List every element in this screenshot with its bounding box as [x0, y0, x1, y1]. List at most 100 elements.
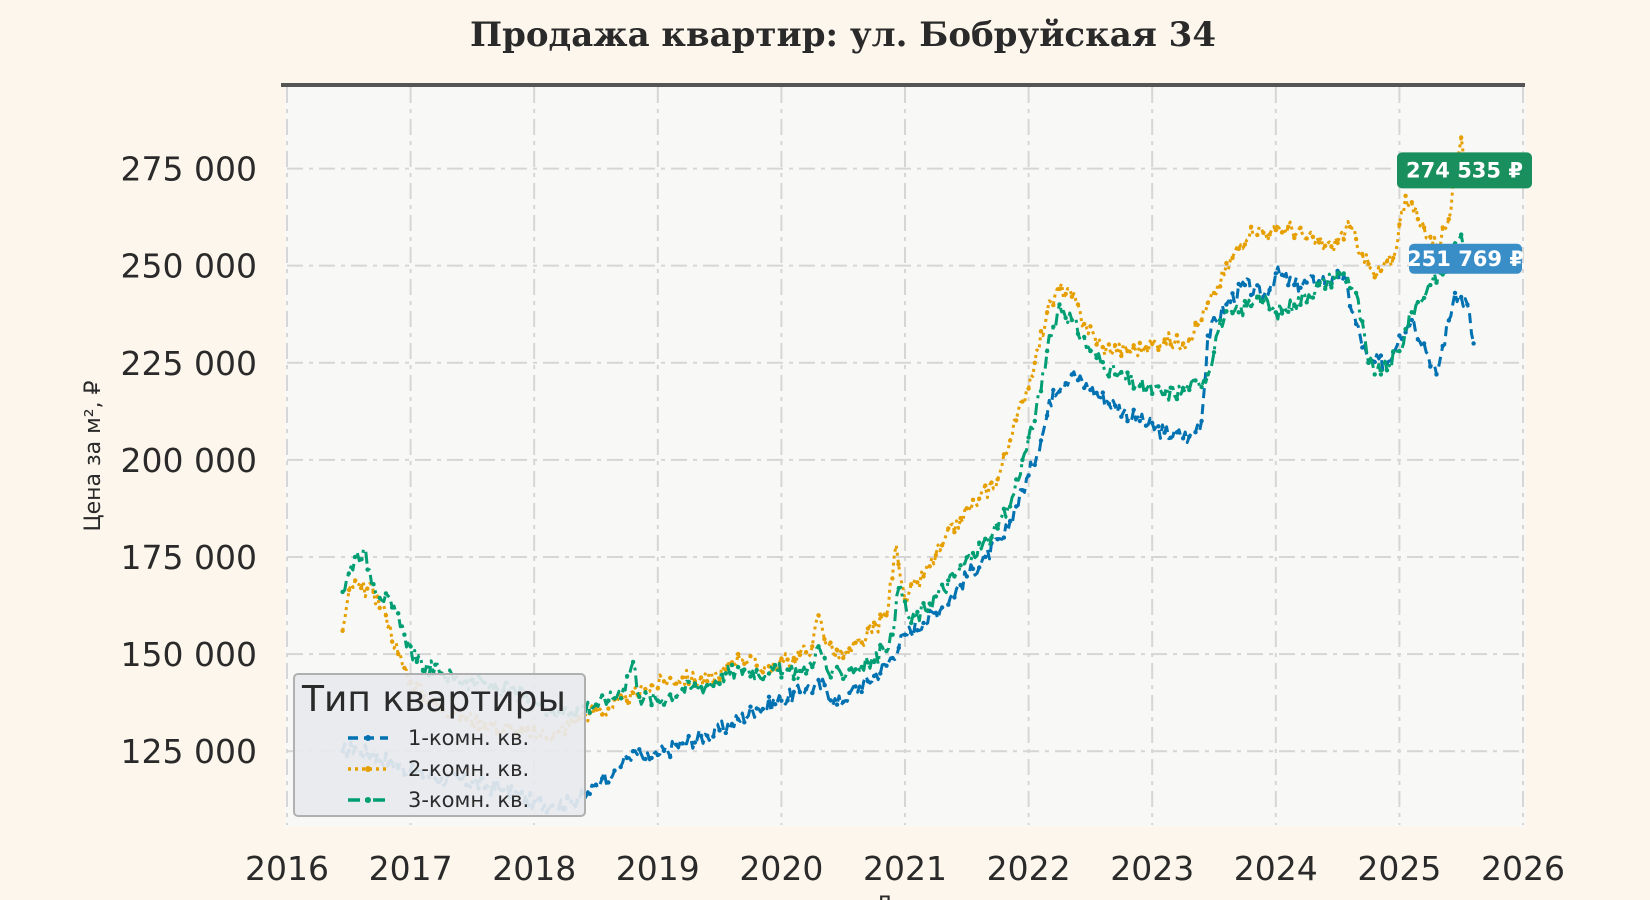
series-point-2 [1211, 290, 1217, 296]
series-point-1 [1298, 285, 1303, 290]
series-point-3 [1224, 309, 1229, 314]
series-point-2 [1082, 321, 1087, 327]
series-point-2 [828, 640, 833, 645]
series-point-1 [1224, 302, 1229, 307]
series-point-2 [878, 612, 883, 617]
series-point-2 [1292, 235, 1297, 241]
series-point-1 [933, 610, 939, 615]
series-point-3 [952, 574, 957, 579]
series-point-1 [587, 791, 592, 797]
series-point-2 [1335, 240, 1340, 246]
series-point-2 [742, 661, 747, 666]
series-point-2 [1391, 255, 1396, 261]
series-point-3 [717, 681, 722, 687]
series-point-2 [1075, 302, 1081, 307]
series-point-3 [680, 686, 685, 692]
series-point-2 [377, 605, 382, 611]
series-point-2 [1094, 342, 1099, 347]
series-point-3 [1193, 378, 1198, 383]
series-point-3 [1236, 310, 1241, 315]
series-point-3 [1304, 300, 1309, 305]
series-point-3 [1137, 383, 1143, 389]
series-point-2 [1150, 341, 1155, 347]
series-point-2 [977, 496, 982, 501]
series-point-2 [859, 640, 864, 645]
series-point-3 [1286, 309, 1291, 314]
series-point-2 [1199, 317, 1204, 323]
series-point-1 [1131, 407, 1136, 412]
series-point-1 [921, 620, 926, 626]
series-point-3 [1372, 372, 1377, 377]
x-tick-label: 2020 [739, 849, 823, 888]
series-point-1 [1174, 430, 1180, 435]
series-point-3 [1341, 271, 1347, 276]
series-point-3 [1459, 232, 1464, 237]
series-point-1 [952, 595, 957, 600]
series-point-1 [1193, 430, 1198, 435]
series-point-3 [1211, 350, 1217, 355]
series-point-2 [754, 663, 759, 668]
x-tick-label: 2017 [369, 849, 453, 888]
series-point-3 [1261, 298, 1266, 303]
series-point-2 [1020, 399, 1025, 404]
series-point-2 [995, 477, 1000, 482]
series-point-3 [1063, 315, 1068, 321]
series-point-3 [1391, 349, 1396, 354]
series-point-1 [637, 747, 642, 752]
series-point-2 [841, 655, 846, 661]
series-point-2 [989, 480, 994, 485]
series-point-2 [1347, 224, 1353, 229]
series-point-1 [1434, 372, 1439, 377]
series-point-3 [915, 609, 920, 615]
series-point-3 [946, 578, 951, 583]
series-point-1 [1143, 423, 1149, 428]
series-point-2 [1360, 251, 1365, 257]
series-point-3 [1088, 348, 1093, 354]
series-point-1 [698, 733, 704, 738]
series-point-2 [871, 620, 877, 625]
y-tick-label: 175 000 [121, 538, 257, 577]
series-point-3 [1174, 396, 1180, 402]
series-point-2 [1329, 244, 1334, 249]
series-point-3 [865, 660, 871, 665]
series-point-1 [692, 740, 698, 745]
series-point-3 [964, 555, 969, 560]
series-point-3 [352, 554, 358, 560]
series-point-2 [1316, 240, 1322, 245]
series-point-3 [402, 632, 407, 637]
series-point-1 [902, 632, 908, 637]
series-point-3 [1397, 348, 1402, 354]
y-tick-label: 225 000 [121, 344, 257, 383]
series-point-3 [1180, 385, 1186, 391]
series-point-1 [810, 690, 815, 696]
series-point-1 [754, 706, 759, 711]
series-point-1 [1199, 418, 1204, 424]
series-point-1 [1150, 420, 1155, 426]
series-point-2 [779, 656, 784, 661]
series-point-3 [1434, 280, 1439, 285]
series-point-3 [1032, 418, 1038, 424]
series-point-3 [1279, 311, 1285, 316]
series-point-3 [383, 591, 389, 596]
series-point-1 [1187, 434, 1192, 439]
series-point-2 [952, 530, 957, 535]
series-point-1 [1075, 378, 1081, 383]
series-point-2 [1440, 225, 1445, 230]
series-point-1 [1020, 488, 1025, 493]
series-point-3 [1044, 348, 1050, 354]
series-point-2 [389, 639, 395, 644]
series-point-3 [606, 698, 611, 703]
series-point-3 [1403, 326, 1408, 332]
series-point-3 [692, 681, 698, 686]
series-point-1 [1125, 419, 1130, 424]
series-point-3 [729, 662, 735, 668]
series-point-2 [1341, 237, 1347, 242]
series-point-3 [896, 585, 901, 591]
series-point-1 [1088, 387, 1093, 393]
end-label-text: 274 535 ₽ [1406, 158, 1523, 182]
series-point-3 [853, 667, 858, 672]
series-point-2 [1409, 200, 1415, 205]
series-point-2 [1063, 291, 1068, 297]
series-point-3 [871, 659, 877, 665]
series-point-3 [1156, 384, 1161, 389]
